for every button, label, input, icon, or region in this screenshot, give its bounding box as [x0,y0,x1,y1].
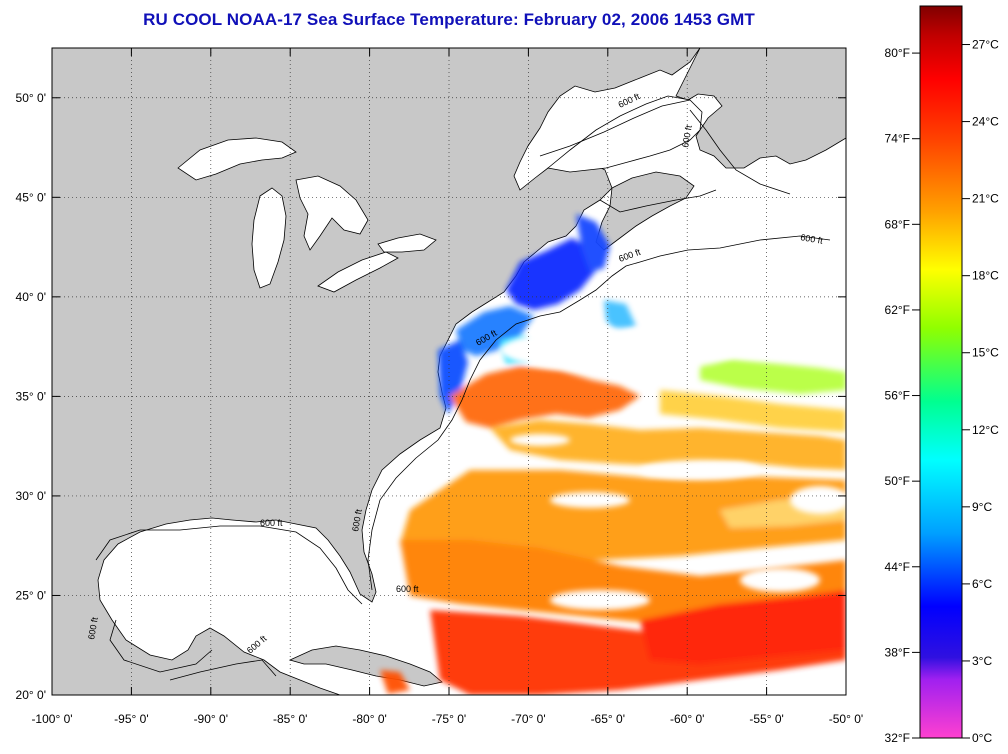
colorbar-celsius-label: 15°C [972,346,999,360]
north-america-land [52,48,701,695]
x-tick-label: -85° 0' [273,712,307,726]
newfoundland-land [675,48,846,169]
y-tick-label: 50° 0' [16,91,46,105]
isobath-label: 600 ft [800,232,824,246]
y-tick-label: 40° 0' [16,290,46,304]
colorbar-fahrenheit-label: 32°F [885,731,910,745]
sst-data-layer [380,214,846,695]
x-tick-label: -75° 0' [432,712,466,726]
x-tick-label: -60° 0' [670,712,704,726]
lake-ontario [377,233,437,253]
colorbar-ticks [912,44,970,739]
colorbar-fahrenheit-label: 68°F [885,217,910,231]
isobath-contours [95,99,831,681]
gulf-st-lawrence-water [547,95,703,173]
colorbar [919,5,963,739]
colorbar-celsius-label: 9°C [972,500,992,514]
colorbar-celsius-labels: 27°C 24°C 21°C 18°C 15°C 12°C 9°C 6°C 3°C 0°C [972,38,999,745]
lake-michigan [251,187,287,289]
colorbar-fahrenheit-label: 56°F [885,389,910,403]
colorbar-fahrenheit-label: 38°F [885,645,910,659]
colorbar-fahrenheit-label: 44°F [885,560,910,574]
isobath-label: 600 ft [396,584,419,594]
tick-marks [51,48,847,696]
colorbar-celsius-label: 12°C [972,423,999,437]
y-tick-label: 45° 0' [16,190,46,204]
x-tick-label: -100° 0' [31,712,72,726]
isobath-label: 600 ft [86,616,100,640]
isobath-label: 600 ft [260,518,283,528]
lake-huron [295,175,369,251]
colorbar-celsius-label: 21°C [972,192,999,206]
cloud-cover [500,240,846,610]
x-tick-label: -90° 0' [194,712,228,726]
y-tick-labels: 20° 0' 25° 0' 30° 0' 35° 0' 40° 0' 45° 0' 50° … [16,91,46,702]
y-tick-label: 25° 0' [16,588,46,602]
y-tick-label: 30° 0' [16,489,46,503]
colorbar-celsius-label: 18°C [972,269,999,283]
x-tick-label: -50° 0' [829,712,863,726]
x-tick-label: -55° 0' [749,712,783,726]
colorbar-fahrenheit-label: 74°F [885,132,910,146]
cuba-land [288,645,443,687]
colorbar-celsius-label: 24°C [972,115,999,129]
isobath-label: 600 ft [350,508,364,532]
colorbar-celsius-label: 27°C [972,38,999,52]
colorbar-celsius-label: 0°C [972,731,992,745]
colorbar-fahrenheit-labels: 80°F 74°F 68°F 62°F 56°F 50°F 44°F 38°F 32°F [885,46,910,745]
lake-superior [177,137,297,181]
x-tick-label: -80° 0' [352,712,386,726]
map-title: RU COOL NOAA-17 Sea Surface Temperature:… [143,10,755,29]
maritimes-land [595,171,695,251]
colorbar-fahrenheit-label: 50°F [885,474,910,488]
colorbar-celsius-label: 3°C [972,654,992,668]
x-tick-labels: -100° 0' -95° 0' -90° 0' -85° 0' -80° 0' -75°… [31,712,863,726]
x-tick-label: -95° 0' [114,712,148,726]
colorbar-fahrenheit-label: 62°F [885,303,910,317]
colorbar-celsius-label: 6°C [972,577,992,591]
x-tick-label: -65° 0' [591,712,625,726]
x-tick-label: -70° 0' [511,712,545,726]
colorbar-fahrenheit-label: 80°F [885,46,910,60]
y-tick-label: 35° 0' [16,389,46,403]
y-tick-label: 20° 0' [16,688,46,702]
gridlines [52,48,846,695]
lake-erie [317,251,399,293]
